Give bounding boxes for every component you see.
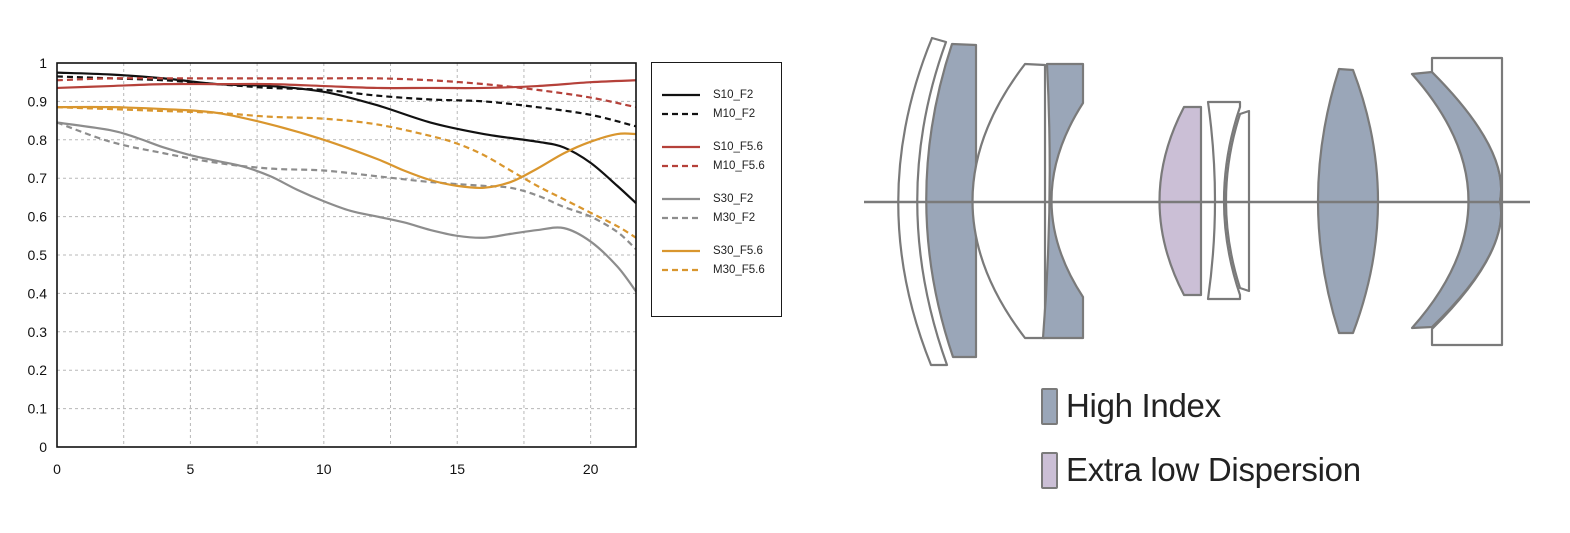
y-tick-label: 0.6 (28, 209, 48, 225)
y-tick-label: 0 (39, 439, 47, 455)
lens-element-10 (1430, 56, 1504, 347)
legend-line-swatch (662, 112, 700, 116)
y-tick-label: 0.2 (28, 362, 48, 378)
series-line-m30-f2 (56, 121, 637, 251)
legend-item: M30_F2 (662, 211, 755, 225)
y-tick-label: 1 (39, 55, 47, 71)
legend-extra-low-dispersion: Extra low Dispersion (1041, 451, 1361, 489)
x-tick-label: 5 (187, 461, 195, 477)
legend-line-swatch (662, 197, 700, 201)
x-tick-label: 0 (53, 461, 61, 477)
chart-grid (57, 63, 636, 447)
legend-label: M30_F5.6 (713, 264, 765, 276)
legend-label: S10_F2 (713, 89, 754, 101)
y-tick-label: 0.5 (28, 247, 48, 263)
legend-line-swatch (662, 268, 700, 272)
legend-label: S30_F2 (713, 193, 754, 205)
high-index-label: High Index (1066, 387, 1221, 424)
high-index-swatch (1041, 387, 1058, 425)
legend-item: S30_F2 (662, 192, 753, 206)
chart-tick-labels: 0 5 10 15 20 0 0.1 0.2 0.3 0.4 0.5 0.6 0.7 0.8 0.9 1 (28, 55, 599, 477)
ed-swatch (1041, 451, 1058, 489)
ed-label: Extra low Dispersion (1066, 451, 1361, 488)
series-line-m10-f5-6 (56, 77, 637, 109)
series-line-m30-f5-6 (56, 106, 637, 239)
y-tick-label: 0.1 (28, 401, 48, 417)
y-tick-label: 0.8 (28, 132, 48, 148)
plot-frame (56, 62, 637, 448)
lens-element-2 (925, 42, 978, 359)
y-tick-label: 0.7 (28, 170, 48, 186)
legend-high-index: High Index (1041, 387, 1221, 425)
legend-line-swatch (662, 164, 700, 168)
x-tick-label: 15 (449, 461, 465, 477)
series-line-s10-f5-6 (56, 79, 637, 90)
y-tick-label: 0.3 (28, 324, 48, 340)
legend-label: M10_F5.6 (713, 160, 765, 172)
legend-item: S30_F5.6 (662, 244, 763, 258)
legend-label: S30_F5.6 (713, 245, 763, 257)
series-line-m10-f2 (56, 75, 637, 128)
legend-label: M30_F2 (713, 212, 756, 224)
x-tick-label: 10 (316, 461, 332, 477)
series-line-s30-f2 (56, 121, 637, 293)
y-tick-label: 0.9 (28, 93, 48, 109)
chart-axes (56, 62, 637, 448)
lens-element-diagram (864, 36, 1530, 367)
legend-label: S10_F5.6 (713, 141, 763, 153)
lens-element-4 (1041, 62, 1085, 340)
series-line-s30-f5-6 (56, 105, 637, 190)
legend-line-swatch (662, 93, 700, 97)
legend-item: M10_F2 (662, 107, 755, 121)
legend-item: S10_F2 (662, 88, 753, 102)
legend-item: M30_F5.6 (662, 263, 765, 277)
legend-line-swatch (662, 249, 700, 253)
legend-item: S10_F5.6 (662, 140, 763, 154)
x-tick-label: 20 (583, 461, 599, 477)
legend-label: M10_F2 (713, 108, 756, 120)
legend-line-swatch (662, 216, 700, 220)
lens-element-6 (1206, 100, 1242, 301)
y-tick-label: 0.4 (28, 285, 48, 301)
legend-line-swatch (662, 145, 700, 149)
chart-legend: S10_F2 M10_F2 S10_F5.6 M10_F5.6 S30_F2 M30_F2… (651, 62, 782, 317)
chart-series (56, 71, 637, 293)
lens-element-1 (897, 36, 949, 367)
mtf-chart: 0 5 10 15 20 0 0.1 0.2 0.3 0.4 0.5 0.6 0.7 0.8 0.9 1 (28, 55, 637, 477)
legend-item: M10_F5.6 (662, 159, 765, 173)
